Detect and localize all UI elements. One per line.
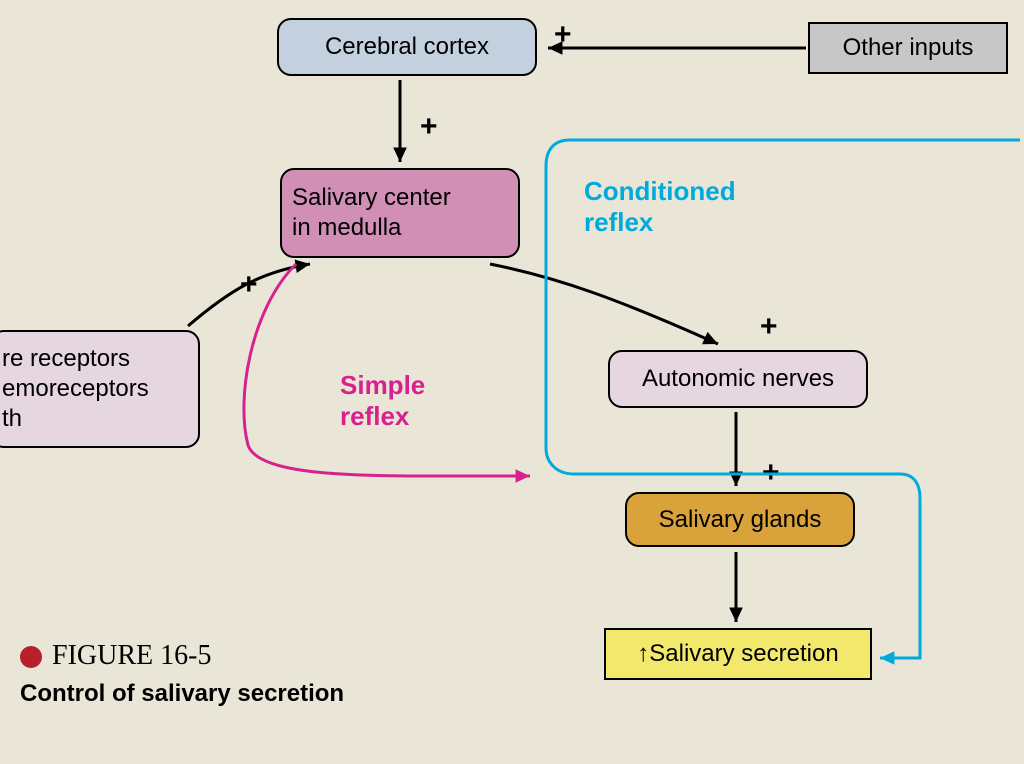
node-salivary-center: Salivary centerin medulla [280, 168, 520, 258]
node-label: re receptorsemoreceptorsth [2, 344, 149, 434]
figure-subtitle: Control of salivary secretion [20, 680, 344, 708]
plus-sign: + [240, 268, 258, 302]
plus-sign: + [760, 310, 778, 344]
node-salivary-secretion: ↑ Salivary secretion [604, 628, 872, 680]
figure-title: FIGURE 16-5 [52, 640, 211, 672]
annot-text: Simplereflex [340, 370, 425, 431]
node-cerebral-cortex: Cerebral cortex [277, 18, 537, 76]
label-simple-reflex: Simplereflex [340, 370, 425, 432]
node-salivary-glands: Salivary glands [625, 492, 855, 547]
label-conditioned-reflex: Conditionedreflex [584, 176, 736, 238]
plus-sign: + [420, 110, 438, 144]
node-label: Cerebral cortex [325, 32, 489, 62]
node-other-inputs: Other inputs [808, 22, 1008, 74]
node-autonomic-nerves: Autonomic nerves [608, 350, 868, 408]
figure-subtitle-text: Control of salivary secretion [20, 680, 344, 707]
node-label: Salivary secretion [649, 639, 838, 669]
node-label: Autonomic nerves [642, 364, 834, 394]
figure-title-text: FIGURE 16-5 [52, 640, 211, 671]
node-receptors: re receptorsemoreceptorsth [0, 330, 200, 448]
plus-sign: + [554, 18, 572, 52]
up-arrow-icon: ↑ [637, 639, 649, 669]
plus-sign: + [762, 456, 780, 490]
node-label: Salivary centerin medulla [292, 183, 451, 243]
node-label: Other inputs [843, 33, 974, 63]
node-label: Salivary glands [659, 505, 822, 535]
annot-text: Conditionedreflex [584, 176, 736, 237]
figure-bullet-icon [20, 646, 42, 668]
